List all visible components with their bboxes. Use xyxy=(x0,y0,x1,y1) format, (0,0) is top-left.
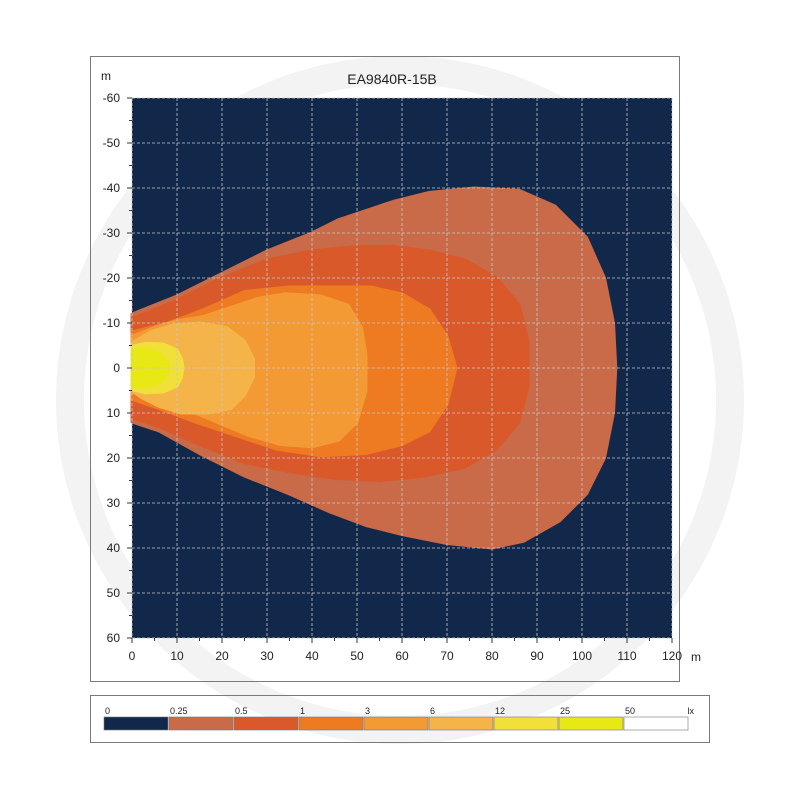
legend-label: 50 xyxy=(625,706,635,716)
legend-swatch xyxy=(233,716,299,731)
chart-frame xyxy=(90,56,680,682)
y-tick-label: 50 xyxy=(107,586,121,600)
x-tick-label: 90 xyxy=(530,649,544,663)
axis-ticks: 0 10 20 30 40 50 60 70 80 90 100 110 120-60-50-40-30… xyxy=(103,91,683,663)
legend-unit-label: lx xyxy=(688,706,695,716)
legend-swatch xyxy=(363,716,429,731)
x-tick-label: 50 xyxy=(350,649,364,663)
x-tick-label: 60 xyxy=(395,649,409,663)
x-tick-label: 30 xyxy=(260,649,274,663)
legend-swatch xyxy=(493,716,559,731)
chart-title: EA9840R-15B xyxy=(347,71,437,87)
legend-label: 0.25 xyxy=(170,706,188,716)
legend-label: 1 xyxy=(300,706,305,716)
y-tick-label: -40 xyxy=(103,181,121,195)
y-tick-label: -30 xyxy=(103,226,121,240)
y-tick-label: 20 xyxy=(107,451,121,465)
legend-label: 0.5 xyxy=(235,706,248,716)
x-tick-label: 80 xyxy=(485,649,499,663)
legend-label: 6 xyxy=(430,706,435,716)
y-tick-label: -20 xyxy=(103,271,121,285)
y-tick-label: -10 xyxy=(103,316,121,330)
x-tick-label: 0 xyxy=(129,649,136,663)
legend-swatch xyxy=(428,716,494,731)
y-tick-label: 30 xyxy=(107,496,121,510)
x-tick-label: 110 xyxy=(617,649,636,663)
x-tick-label: 10 xyxy=(170,649,184,663)
y-tick-label: 10 xyxy=(107,406,121,420)
y-tick-label: 0 xyxy=(113,361,120,375)
y-tick-label: -50 xyxy=(103,136,121,150)
legend-swatch xyxy=(103,716,169,731)
x-tick-label: 20 xyxy=(215,649,229,663)
legend-swatch xyxy=(298,716,364,731)
x-axis-unit: m xyxy=(691,650,701,664)
legend-label: 3 xyxy=(365,706,370,716)
x-tick-label: 40 xyxy=(305,649,319,663)
legend-label: 0 xyxy=(105,706,110,716)
x-tick-label: 100 xyxy=(572,649,592,663)
x-tick-label: 120 xyxy=(662,649,682,663)
legend-swatch xyxy=(168,716,234,731)
legend-frame xyxy=(90,695,710,743)
x-tick-label: 70 xyxy=(440,649,454,663)
y-axis-unit: m xyxy=(101,69,111,83)
legend-swatch xyxy=(623,716,689,731)
y-tick-label: 40 xyxy=(107,541,121,555)
legend-swatch xyxy=(558,716,624,731)
y-tick-label: -60 xyxy=(103,91,121,105)
y-tick-label: 60 xyxy=(107,631,121,645)
legend-label: 25 xyxy=(560,706,570,716)
legend-label: 12 xyxy=(495,706,505,716)
